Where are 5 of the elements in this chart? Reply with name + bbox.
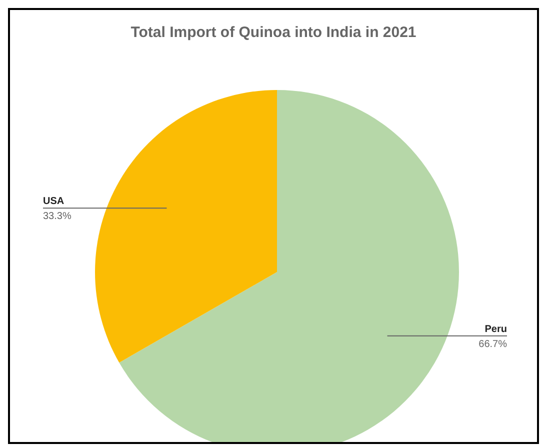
data-label: 33.3% (43, 211, 72, 222)
slice-label: USA (43, 196, 64, 208)
slice-label: Peru (484, 324, 507, 335)
data-label: 66.7% (478, 338, 508, 350)
chart-title: Total Import of Quinoa into India in 2021 (130, 24, 418, 41)
